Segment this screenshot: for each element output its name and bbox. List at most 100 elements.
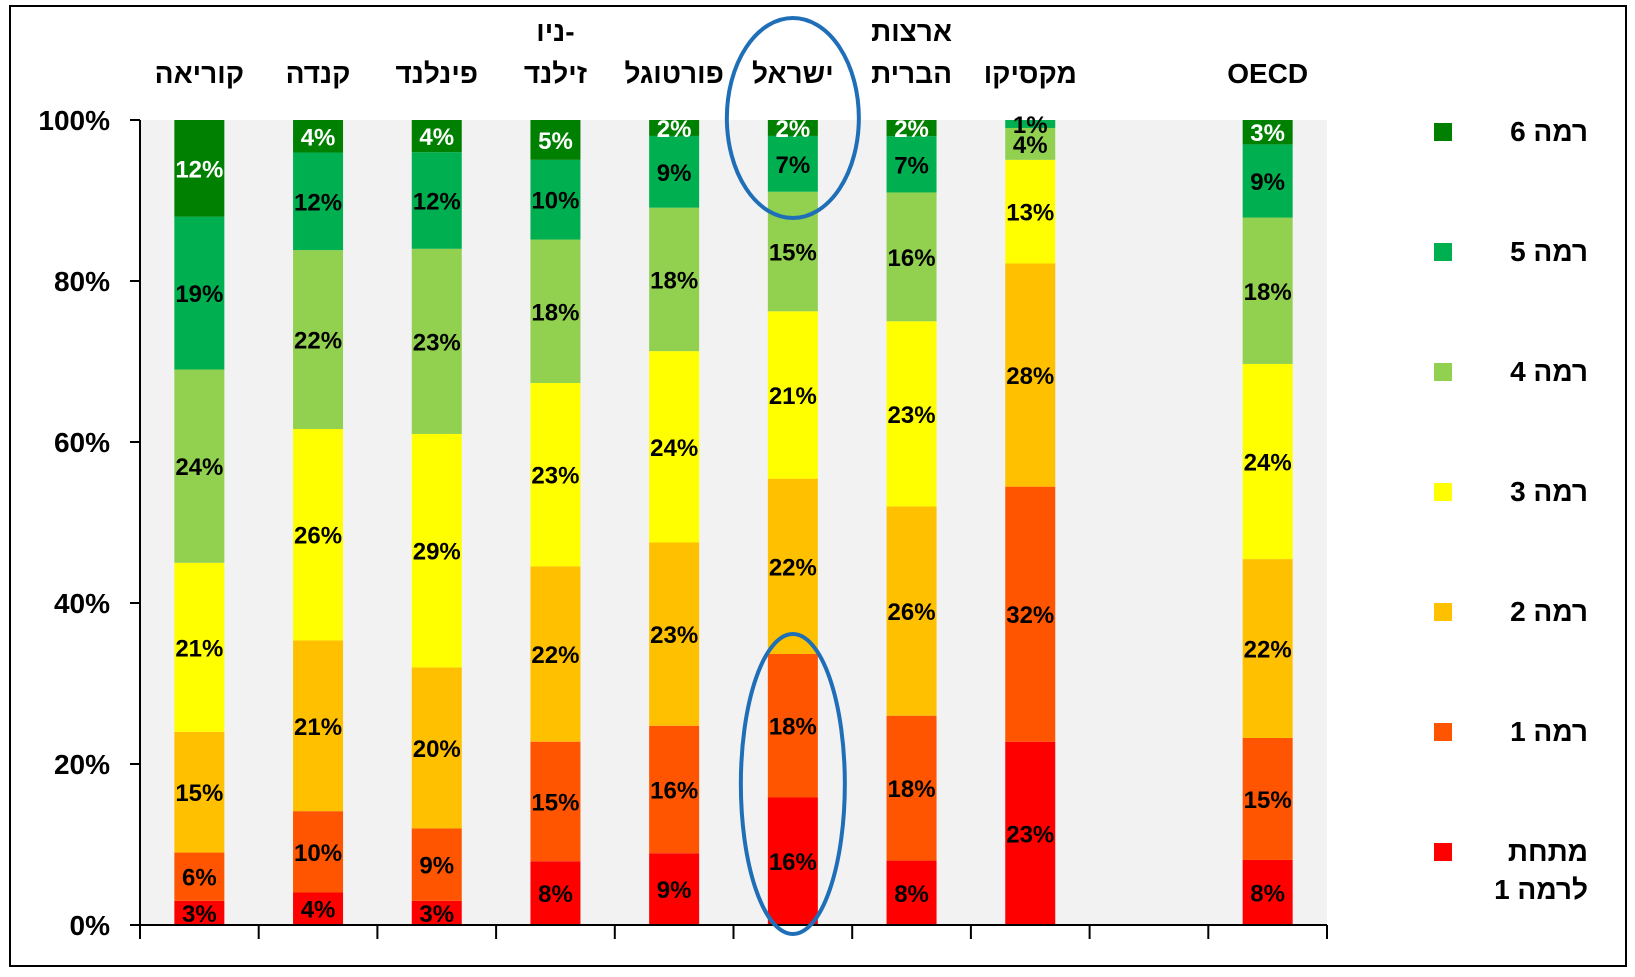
legend-label: רמה 3 <box>1510 476 1588 507</box>
data-label: 12% <box>413 189 461 216</box>
bar-segment <box>1005 120 1056 128</box>
data-label: 24% <box>650 435 698 462</box>
data-label: 7% <box>894 152 929 179</box>
bar-segment <box>411 248 462 434</box>
data-label: 23% <box>650 622 698 649</box>
bar-segment <box>530 861 581 925</box>
legend-label: רמה 5 <box>1510 236 1588 267</box>
data-label: 4% <box>301 897 336 924</box>
y-tick-label: 80% <box>54 266 110 297</box>
bar-segment <box>649 120 700 136</box>
data-label: 15% <box>531 789 579 816</box>
highlight-ellipse <box>738 632 847 936</box>
bar-segment <box>411 828 462 901</box>
category-label: קנדה <box>286 58 351 89</box>
data-label: 2% <box>894 116 929 143</box>
bar-segment <box>767 135 818 192</box>
bar-segment <box>411 900 462 925</box>
data-label: 18% <box>1244 279 1292 306</box>
data-label: 32% <box>1006 602 1054 629</box>
data-label: 12% <box>294 189 342 216</box>
bar-segment <box>411 433 462 668</box>
data-label: 6% <box>182 865 217 892</box>
bar-segment <box>530 741 581 862</box>
bar-segment <box>1242 217 1293 364</box>
bar-segment <box>293 120 344 153</box>
bar-segment <box>174 369 225 563</box>
bar-segment <box>174 216 225 370</box>
data-label: 4% <box>419 124 454 151</box>
bar-segment <box>767 191 818 312</box>
highlight-ellipse <box>724 16 861 220</box>
data-label: 16% <box>888 245 936 272</box>
bar-segment <box>649 853 700 925</box>
bar-segment <box>1242 120 1293 145</box>
bar-segment <box>767 311 818 479</box>
data-label: 3% <box>419 901 454 928</box>
data-label: 21% <box>175 635 223 662</box>
bar-segment <box>1005 486 1056 742</box>
category-label: OECD <box>1227 58 1308 89</box>
data-label: 4% <box>301 124 336 151</box>
data-label: 10% <box>294 840 342 867</box>
legend-label: לרמה 1 <box>1494 874 1588 905</box>
bar-segment <box>174 731 225 853</box>
bar-segment <box>649 135 700 208</box>
data-label: 9% <box>657 877 692 904</box>
bar-segment <box>530 383 581 567</box>
data-label: 13% <box>1006 200 1054 227</box>
bar-segment <box>886 506 937 716</box>
data-label: 22% <box>1244 637 1292 664</box>
y-tick-label: 40% <box>54 588 110 619</box>
data-label: 7% <box>776 152 811 179</box>
data-label: 18% <box>531 299 579 326</box>
data-label: 3% <box>182 901 217 928</box>
data-label: 15% <box>175 780 223 807</box>
bar-segment <box>411 667 462 829</box>
category-label: הברית <box>871 58 952 89</box>
legend-label: רמה 1 <box>1510 716 1588 747</box>
data-label: 16% <box>769 849 817 876</box>
category-label: קוריאה <box>155 58 244 89</box>
data-label: 5% <box>538 128 573 155</box>
data-label: 22% <box>769 554 817 581</box>
bar-segment <box>886 192 937 322</box>
data-label: 8% <box>1250 880 1285 907</box>
bar-segment <box>649 207 700 352</box>
data-label: 9% <box>419 853 454 880</box>
bar-segment <box>1005 741 1056 925</box>
bar-segment <box>293 152 344 251</box>
legend-swatch <box>1434 603 1452 621</box>
chart-frame <box>9 5 1627 967</box>
legend-swatch <box>1434 483 1452 501</box>
bar-segment <box>293 250 344 429</box>
bar-segment <box>293 892 344 925</box>
data-label: 26% <box>294 523 342 550</box>
data-label: 24% <box>175 454 223 481</box>
bar-segment <box>767 654 818 798</box>
data-label: 23% <box>888 402 936 429</box>
data-label: 4% <box>1013 132 1048 159</box>
data-label: 21% <box>294 714 342 741</box>
data-label: 22% <box>531 642 579 669</box>
bar-segment <box>1242 363 1293 560</box>
bar-segment <box>174 900 225 925</box>
data-label: 10% <box>531 188 579 215</box>
data-label: 21% <box>769 383 817 410</box>
category-label: ניו- <box>536 16 574 47</box>
legend-swatch <box>1434 243 1452 261</box>
data-label: 8% <box>538 881 573 908</box>
data-label: 23% <box>531 463 579 490</box>
bar-segment <box>530 159 581 240</box>
legend-swatch <box>1434 123 1452 141</box>
legend-label: רמה 6 <box>1510 116 1588 147</box>
data-label: 23% <box>413 329 461 356</box>
bar-segment <box>174 852 225 901</box>
data-label: 29% <box>413 539 461 566</box>
category-label: ישראל <box>752 58 834 89</box>
bar-segment <box>886 321 937 507</box>
legend-swatch <box>1434 843 1452 861</box>
bar-segment <box>767 478 818 655</box>
